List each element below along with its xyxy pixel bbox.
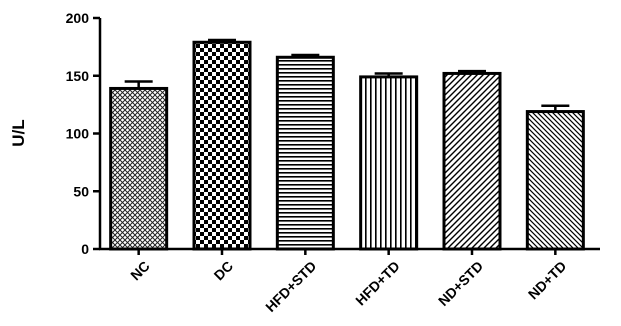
bars xyxy=(109,38,585,251)
y-ticks: 0 50 100 150 200 xyxy=(66,10,100,257)
bar-nd-td xyxy=(525,110,585,251)
x-tick-label: HFD+STD xyxy=(262,258,319,315)
bar-hfd-td xyxy=(359,75,419,251)
x-tick-label: DC xyxy=(210,258,236,284)
x-tick-label: ND+TD xyxy=(525,258,570,303)
bar-hfd-std xyxy=(275,55,335,251)
x-tick-label: NC xyxy=(127,258,153,284)
bar-dc xyxy=(192,40,252,251)
x-tick-labels: NC DC HFD+STD HFD+TD ND+STD ND+TD xyxy=(127,249,569,315)
y-axis-title: U/L xyxy=(9,119,28,146)
bar-nc xyxy=(109,86,169,251)
bar-nd-std xyxy=(442,71,502,251)
x-tick-label: HFD+TD xyxy=(352,258,403,309)
y-tick-label: 100 xyxy=(66,126,90,142)
y-tick-label: 150 xyxy=(66,68,90,84)
y-tick-label: 200 xyxy=(66,10,90,26)
y-tick-label: 0 xyxy=(81,241,89,257)
x-tick-label: ND+STD xyxy=(435,258,486,309)
y-tick-label: 50 xyxy=(73,183,89,199)
